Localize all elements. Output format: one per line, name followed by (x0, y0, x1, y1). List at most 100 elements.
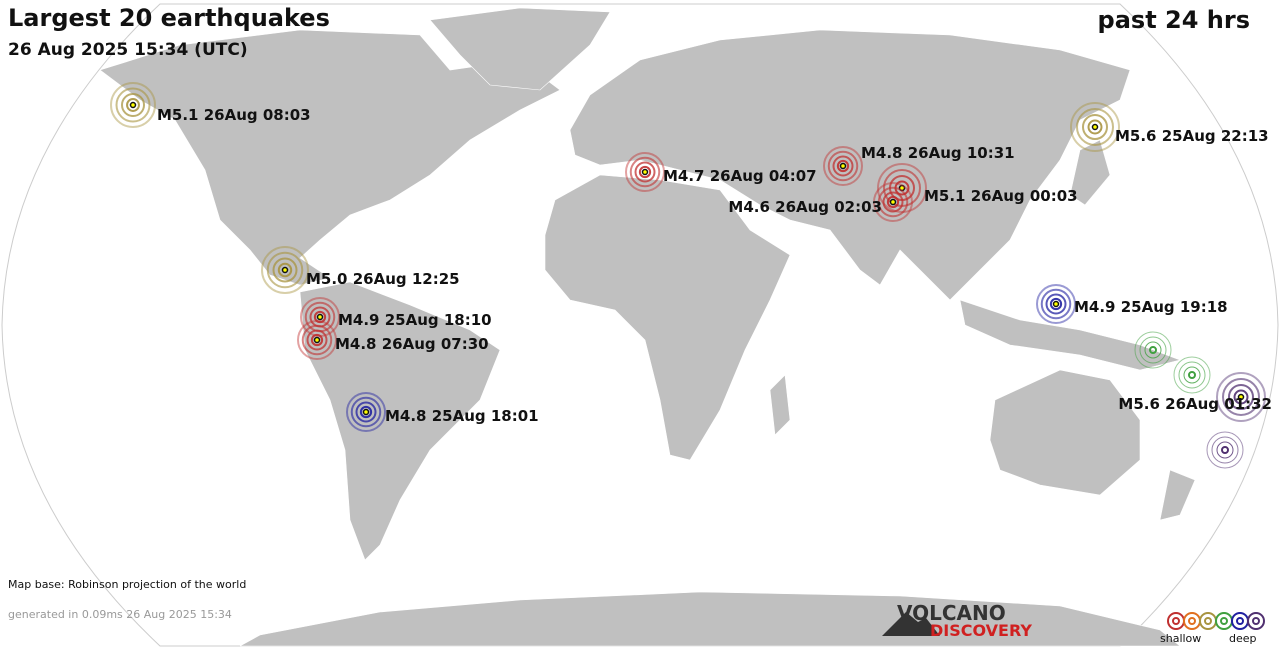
new-zealand (1159, 469, 1196, 521)
marker-ring (310, 333, 324, 347)
marker-ring (110, 82, 156, 128)
marker-ring (1070, 102, 1120, 152)
marker-center (1052, 300, 1060, 308)
logo-mountain (882, 612, 940, 636)
marker-ring (1228, 384, 1254, 410)
quake-marker (346, 392, 386, 432)
marker-ring (301, 324, 333, 356)
unlabeled-quakes (1134, 331, 1244, 469)
antarctica (239, 591, 1181, 647)
marker-ring (1036, 284, 1076, 324)
marker-ring (306, 329, 328, 351)
subtitle: 26 Aug 2025 15:34 (UTC) (8, 40, 248, 60)
marker-ring (836, 159, 850, 173)
indonesia (959, 299, 1182, 371)
marker-ring (346, 392, 386, 432)
quake-label: M5.0 26Aug 12:25 (306, 270, 460, 288)
japan (1069, 139, 1111, 206)
quake-marker (873, 182, 913, 222)
quake-marker (297, 320, 337, 360)
quake-label: M4.6 26Aug 02:03 (728, 198, 882, 216)
quake-marker (1216, 372, 1266, 422)
quake-label: M4.8 25Aug 18:01 (385, 407, 539, 425)
depth-legend (1167, 612, 1265, 630)
quake-marker (823, 146, 863, 186)
marker-ring (266, 251, 304, 289)
marker-ring (827, 150, 859, 182)
greenland (429, 7, 611, 91)
land (99, 7, 1196, 647)
marker-ring (126, 98, 140, 112)
quake-label: M4.8 26Aug 07:30 (335, 335, 489, 353)
marker-ring (1040, 288, 1072, 320)
marker-center (1091, 123, 1099, 131)
marker-ring (882, 191, 904, 213)
quake-marker (1070, 102, 1120, 152)
marker-ring (1222, 378, 1260, 416)
quake-label: M4.9 25Aug 18:10 (338, 311, 492, 329)
marker-center (316, 313, 324, 321)
legend-shallow: shallow (1160, 632, 1201, 645)
marker-center (839, 162, 847, 170)
quake-label: M4.8 26Aug 10:31 (861, 144, 1015, 162)
quake-marker (1206, 431, 1244, 469)
eurasia (569, 29, 1131, 301)
title: Largest 20 earthquakes (8, 4, 330, 32)
marker-ring (272, 257, 298, 283)
logo-line2: DISCOVERY (930, 621, 1032, 640)
quake-marker (110, 82, 156, 128)
marker-ring (121, 93, 145, 117)
africa (544, 174, 791, 461)
period: past 24 hrs (1098, 6, 1250, 34)
madagascar (769, 374, 791, 436)
marker-ring (877, 186, 909, 218)
marker-center (281, 266, 289, 274)
marker-ring (873, 182, 913, 222)
marker-ring (638, 165, 652, 179)
quake-label: M5.6 25Aug 22:13 (1115, 127, 1269, 145)
marker-ring (1216, 372, 1266, 422)
marker-ring (350, 396, 382, 428)
quake-label: M4.7 26Aug 04:07 (663, 167, 817, 185)
quake-marker (1134, 331, 1172, 369)
quake-marker (1036, 284, 1076, 324)
marker-ring (832, 155, 854, 177)
quake-label: M5.1 26Aug 00:03 (924, 187, 1078, 205)
logo-line1: VOLCANO (897, 601, 1006, 625)
map-base-note: Map base: Robinson projection of the wor… (8, 578, 246, 591)
south-america (299, 281, 501, 561)
marker-ring (1082, 114, 1108, 140)
quake-marker (625, 152, 665, 192)
quake-label: M5.6 26Aug 01:32 (1118, 395, 1272, 413)
marker-ring (886, 195, 900, 209)
marker-ring (313, 310, 327, 324)
quake-label: M5.1 26Aug 08:03 (157, 106, 311, 124)
marker-ring (823, 146, 863, 186)
marker-ring (297, 320, 337, 360)
marker-ring (277, 262, 293, 278)
marker-center (362, 408, 370, 416)
quake-marker (261, 246, 309, 294)
marker-center (889, 198, 897, 206)
marker-ring (1087, 119, 1103, 135)
marker-ring (625, 152, 665, 192)
marker-center (313, 336, 321, 344)
marker-center (1237, 393, 1245, 401)
marker-ring (634, 161, 656, 183)
quake-label: M4.9 25Aug 19:18 (1074, 298, 1228, 316)
marker-ring (115, 87, 151, 123)
australia (989, 369, 1141, 496)
marker-ring (359, 405, 373, 419)
north-america (99, 29, 561, 286)
marker-ring (1233, 389, 1249, 405)
marker-center (129, 101, 137, 109)
marker-ring (629, 156, 661, 188)
quakes: M5.1 26Aug 08:03 M5.6 25Aug 22:13 M4.7 26A… (110, 82, 1272, 432)
marker-center (641, 168, 649, 176)
marker-ring (261, 246, 309, 294)
marker-ring (355, 401, 377, 423)
marker-ring (1076, 108, 1114, 146)
marker-ring (1045, 293, 1067, 315)
legend-deep: deep (1229, 632, 1257, 645)
